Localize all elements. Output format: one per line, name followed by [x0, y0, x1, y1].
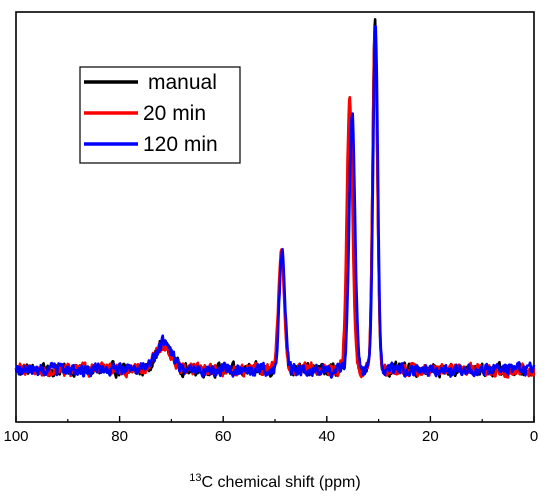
- series-line: [14, 25, 536, 379]
- x-axis-title-text: C chemical shift (ppm): [202, 474, 361, 491]
- series-group: [14, 18, 536, 379]
- x-tick-label: 20: [422, 428, 439, 445]
- legend-label: 120 min: [143, 133, 218, 156]
- x-tick-label: 0: [530, 428, 538, 445]
- legend: manual 20 min 120 min: [79, 66, 241, 164]
- legend-label: manual: [148, 71, 217, 94]
- x-tick-label: 80: [111, 428, 128, 445]
- x-axis-title-superscript: 13: [189, 472, 201, 484]
- x-axis-ticks: 100 80 60 40 20 0: [3, 416, 538, 445]
- series-line: [14, 18, 536, 379]
- series-line: [14, 26, 536, 379]
- x-tick-label: 60: [215, 428, 232, 445]
- x-axis-title: 13C chemical shift (ppm): [189, 472, 360, 491]
- legend-frame: [79, 66, 241, 164]
- legend-label: 20 min: [143, 102, 206, 125]
- x-tick-label: 40: [318, 428, 335, 445]
- x-tick-label: 100: [3, 428, 28, 445]
